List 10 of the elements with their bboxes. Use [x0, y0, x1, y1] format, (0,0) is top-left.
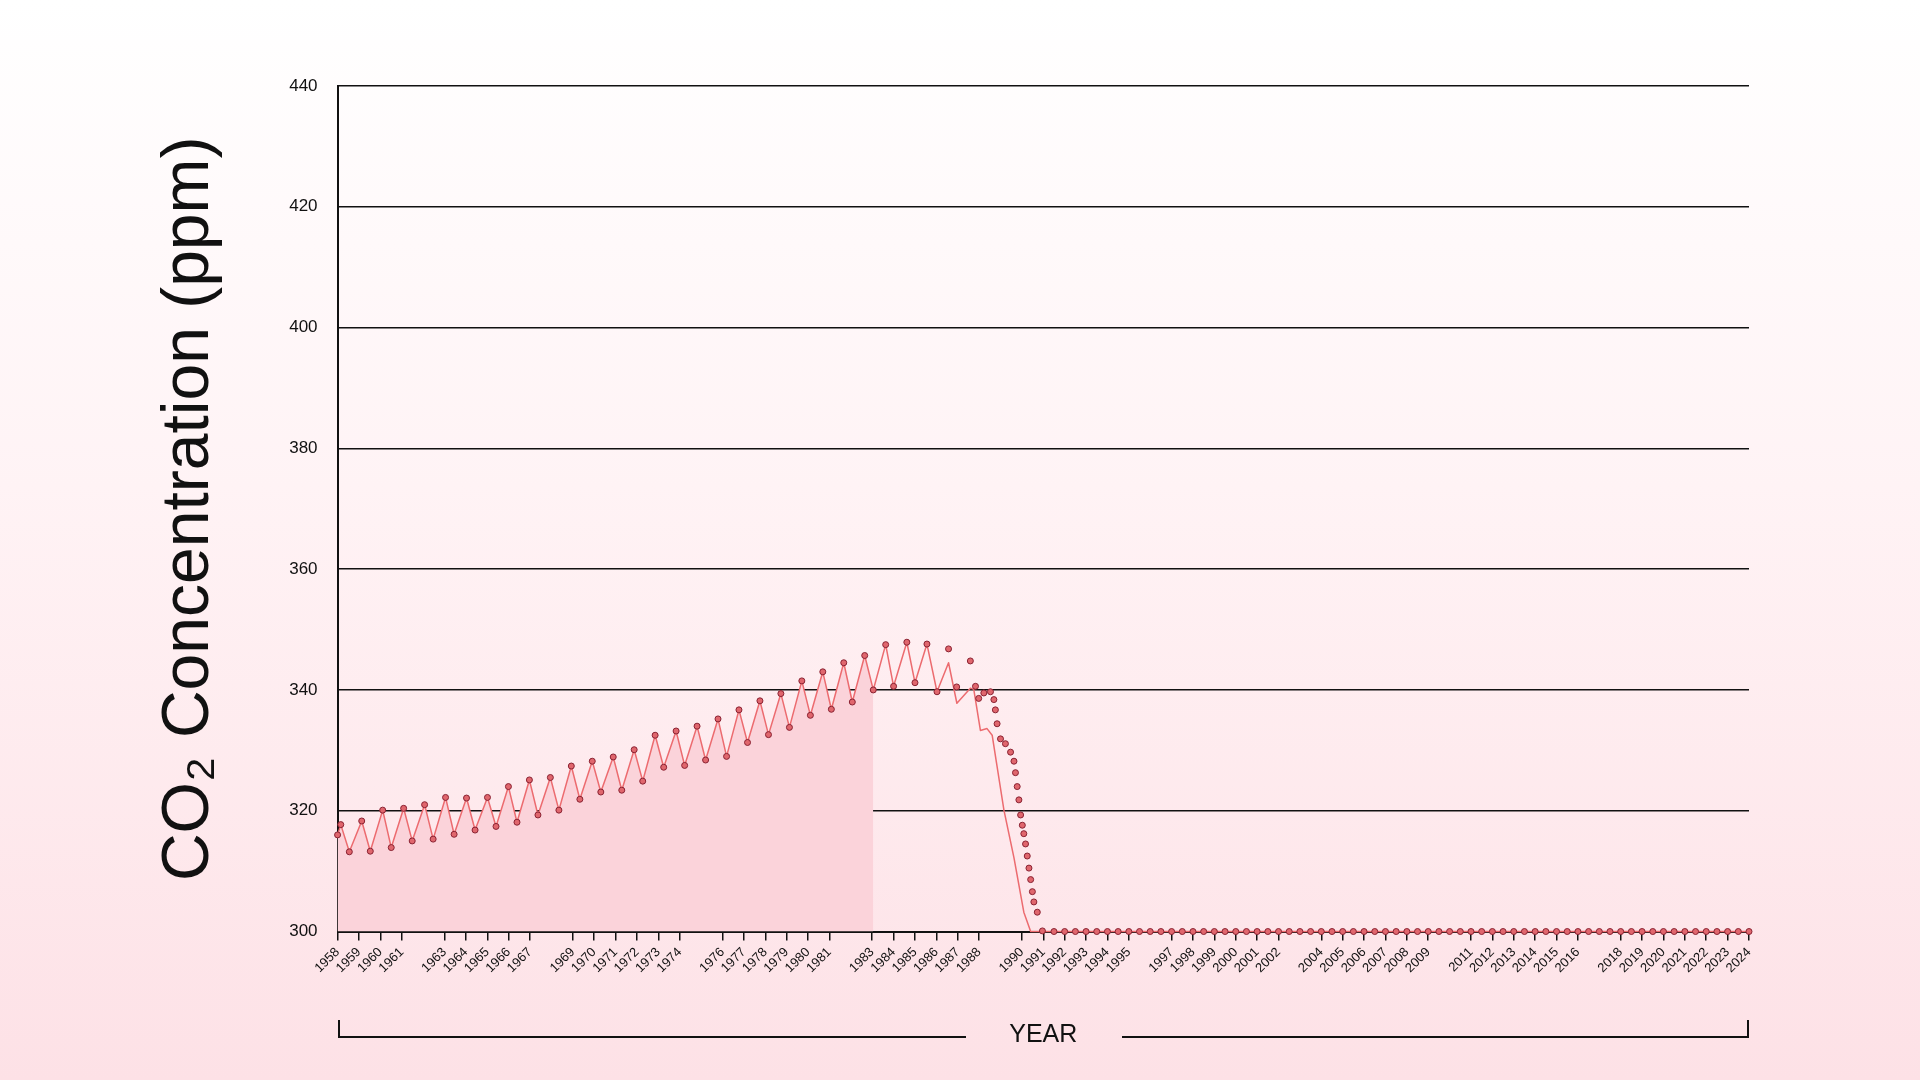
- y-axis-title: CO₂ Concentration (ppm): [147, 136, 222, 882]
- y-tick-label: 380: [289, 438, 318, 458]
- y-tick-label: 400: [289, 317, 318, 337]
- y-tick-label: 440: [289, 75, 318, 95]
- y-tick-label: 300: [289, 921, 318, 941]
- y-tick-label: 340: [289, 679, 318, 699]
- x-axis-title: YEAR: [1009, 1018, 1078, 1047]
- y-tick-label: 360: [289, 558, 318, 578]
- y-tick-label: 420: [289, 196, 318, 216]
- y-tick-label: 320: [289, 800, 318, 820]
